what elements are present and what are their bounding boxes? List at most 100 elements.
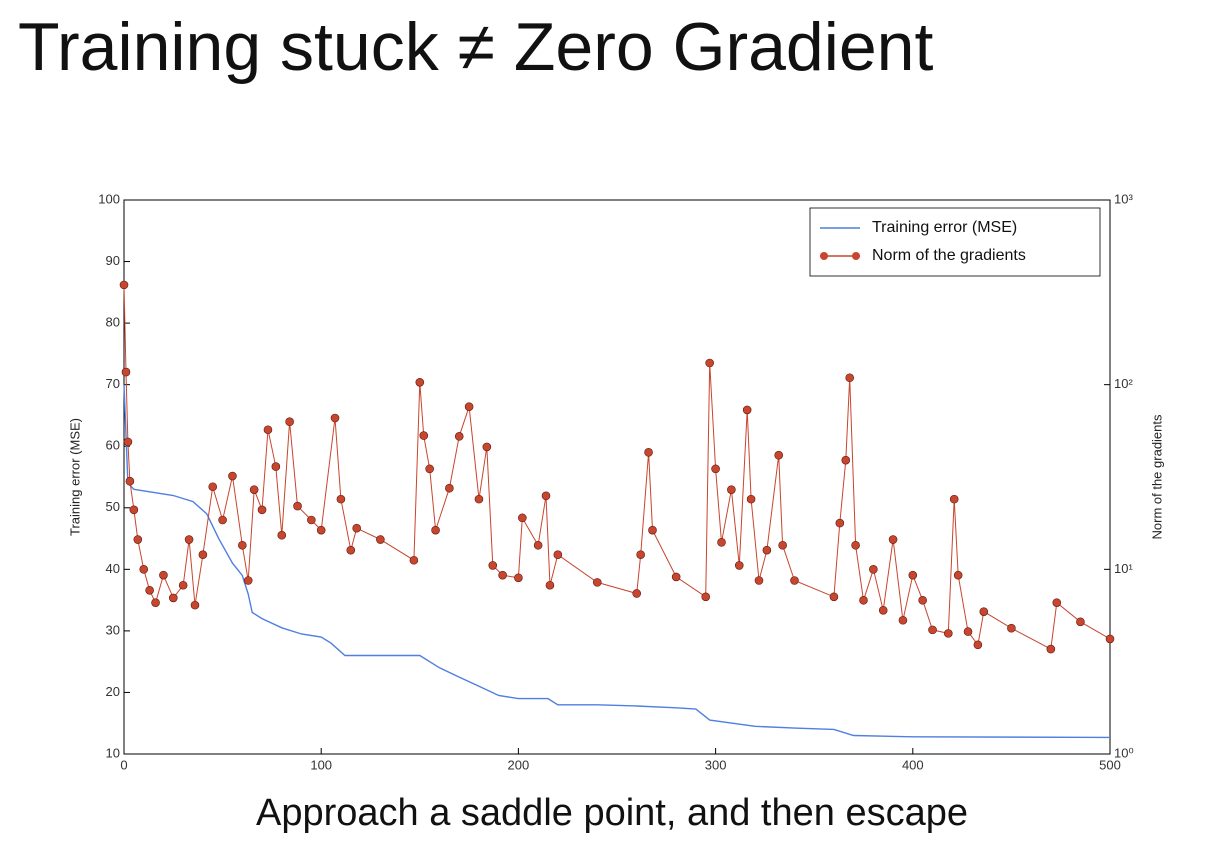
legend-box: [809, 207, 1101, 277]
point: [271, 462, 281, 471]
point: [829, 592, 839, 602]
point: [754, 576, 764, 585]
point: [671, 572, 681, 582]
point: [228, 471, 237, 481]
point: [125, 476, 135, 486]
y-tick-label: 100: [98, 191, 120, 206]
x-tick-label: 400: [902, 757, 924, 772]
point: [859, 595, 868, 605]
point: [346, 545, 356, 555]
y2-tick-label: 10²: [1114, 376, 1133, 391]
point: [488, 561, 498, 570]
point: [545, 580, 555, 590]
point: [352, 523, 361, 533]
point: [184, 535, 194, 544]
point: [198, 550, 208, 560]
point: [169, 593, 178, 603]
legend-label: Training error (MSE): [872, 219, 1017, 236]
point: [943, 629, 953, 638]
point: [409, 555, 419, 565]
point: [778, 540, 787, 550]
point: [644, 448, 653, 457]
point: [218, 515, 227, 525]
point: [518, 513, 527, 523]
point: [973, 640, 983, 650]
x-tick-label: 200: [508, 757, 530, 772]
y-tick-label: 50: [106, 499, 120, 514]
point: [445, 483, 454, 493]
y-tick-label: 90: [106, 253, 120, 268]
y-tick-label: 40: [106, 561, 120, 576]
point: [762, 545, 772, 555]
caption: Approach a saddle point, and then escape: [256, 792, 968, 834]
point: [592, 578, 602, 587]
point: [734, 561, 744, 570]
point: [774, 450, 784, 460]
point: [263, 425, 273, 435]
point: [129, 505, 139, 515]
y2-axis-label: Norm of the gradients: [1149, 414, 1164, 540]
point: [1007, 623, 1016, 633]
point: [178, 580, 188, 590]
plot-area: [123, 199, 1111, 755]
point: [151, 598, 160, 607]
y-tick-label: 30: [106, 622, 120, 637]
point: [898, 615, 908, 625]
y2-tick-label: 10³: [1114, 191, 1133, 206]
point: [1076, 617, 1085, 627]
point: [330, 413, 340, 423]
point: [717, 538, 726, 547]
legend-marker: [820, 252, 828, 260]
point: [727, 485, 736, 494]
point: [790, 576, 799, 585]
point: [963, 627, 973, 636]
point: [464, 402, 474, 411]
point: [208, 482, 218, 492]
point: [133, 535, 143, 544]
point: [376, 535, 385, 544]
point: [190, 600, 200, 610]
series-line: [123, 384, 1111, 739]
y2-tick-label: 10¹: [1114, 561, 1133, 576]
point: [851, 540, 860, 550]
point: [918, 595, 927, 605]
point: [316, 525, 326, 535]
point: [121, 367, 131, 377]
point: [553, 550, 563, 560]
point: [746, 494, 756, 504]
y-tick-label: 70: [106, 376, 120, 391]
point: [119, 280, 129, 290]
point: [238, 540, 247, 550]
point: [139, 565, 149, 574]
point: [482, 442, 492, 452]
y-tick-label: 20: [106, 684, 120, 699]
point: [636, 550, 645, 560]
point: [514, 573, 523, 583]
point: [1105, 634, 1115, 644]
point: [431, 525, 440, 535]
point: [979, 607, 989, 616]
point: [243, 576, 253, 585]
point: [249, 485, 259, 494]
point: [336, 494, 346, 504]
point: [711, 464, 720, 474]
point: [415, 377, 425, 387]
point: [888, 535, 898, 544]
point: [533, 540, 543, 550]
point: [701, 592, 711, 602]
point: [949, 494, 959, 504]
point: [498, 570, 507, 580]
point: [419, 431, 429, 440]
point: [648, 525, 657, 535]
point: [293, 501, 302, 511]
point: [841, 455, 851, 465]
x-tick-label: 100: [310, 757, 332, 772]
point: [454, 432, 464, 441]
legend-label: Norm of the gradients: [872, 247, 1026, 264]
legend-marker: [852, 252, 860, 260]
point: [123, 437, 133, 447]
point: [742, 405, 752, 415]
point: [425, 464, 434, 474]
point: [145, 585, 154, 595]
x-tick-label: 500: [1099, 757, 1121, 772]
